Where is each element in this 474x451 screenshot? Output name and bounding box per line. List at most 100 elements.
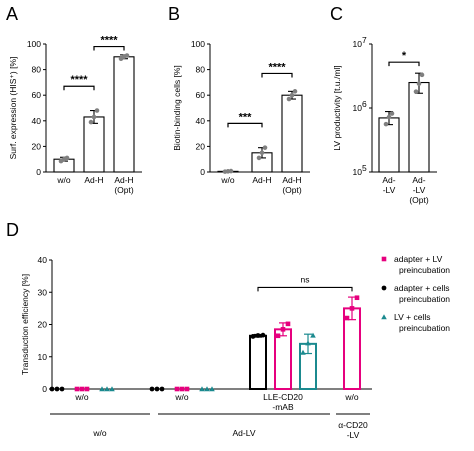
panel-b-significance-label: **** [268,61,286,73]
panel-a-y-tick-label: 40 [32,116,42,126]
panel-c-data-point [383,121,389,127]
panel-a-x-tick-label: Ad-H [84,175,103,185]
panel-a-data-point [88,119,94,125]
panel-a-significance-label: **** [70,74,88,86]
panel-d-data-point [99,386,105,392]
panel-b-significance-bracket [227,122,263,128]
panel-a-y-tick-label: 60 [32,90,42,100]
panel-a-bar [113,56,135,173]
panel-letter-b: B [168,4,180,24]
panel-a-data-point [91,114,97,120]
panel-b-x-tick-label: (Opt) [282,185,302,195]
panel-b-x-tick-label: Ad-H [252,175,271,185]
panel-d-y-tick-label: 0 [42,384,47,394]
panel-a-x-tick-label: Ad-H [114,175,133,185]
panel-c-x-tick-label: Ad- [412,175,425,185]
panel-d-y-tick-label: 20 [38,320,48,330]
panel-c-data-point [419,72,425,78]
panel-d-y-tick-label: 30 [38,287,48,297]
panel-d-data-point [149,386,155,392]
panel-d-bottom-label: w/o [92,428,107,438]
panel-b-y-tick-label: 40 [196,116,206,126]
panel-a-significance-bracket [93,45,125,51]
panel-b-data-point [292,89,298,94]
panel-d-data-point [204,386,210,392]
panel-a-bar [83,116,105,173]
panel-d-data-point [174,386,180,392]
panel-a-y-tick-label: 0 [36,167,41,177]
panel-letter-c: C [330,4,343,24]
panel-c-significance-bracket [388,61,420,67]
panel-d-data-point [154,386,160,392]
panel-c-data-point [389,111,395,116]
panel-c-significance-label: * [402,50,407,62]
panel-c-bar [378,117,400,173]
panel-c-y-tick-exponent: 7 [362,35,367,45]
panel-c-y-tick-label: 10 [353,39,363,49]
panel-d-data-point [59,386,65,392]
panel-d-legend-label: adapter + cells [394,283,450,293]
panel-d-legend-label: LV + cells [394,312,430,322]
panel-d-data-point [349,306,355,311]
panel-a-y-tick-label: 80 [32,65,42,75]
panel-d-data-point [84,386,90,392]
panel-d-significance-label: ns [301,274,310,284]
panel-c-x-tick-label: -LV [413,185,426,195]
panel-d-data-point [354,295,360,301]
panel-d-data-point [209,386,215,392]
panel-b-significance-bracket [261,72,293,78]
panel-d-data-point [285,321,291,327]
panel-c-x-tick-label: -LV [383,185,396,195]
panel-d-data-point [104,386,110,392]
panel-b-data-point [289,92,295,98]
panel-d-group-label: w/o [174,392,189,402]
panel-d-data-point [260,332,266,338]
panel-d-data-point [280,327,286,332]
panel-letter-a: A [6,4,18,24]
panel-b-y-tick-label: 100 [191,39,205,49]
panel-c-y-tick-label: 10 [353,103,363,113]
panel-d-data-point [79,386,85,392]
panel-b-y-tick-label: 0 [200,167,205,177]
panel-d-legend-label: preincubation [399,265,450,275]
panel-c-data-point [386,114,392,120]
panel-a-x-tick-label: (Opt) [114,185,134,195]
panel-c-x-tick-label: (Opt) [409,195,429,205]
panel-c-y-tick-exponent: 6 [362,99,367,109]
panel-c-data-point [416,81,422,86]
panel-d-data-point [54,386,60,392]
panel-b-y-axis-title: Biotin-binding cells [%] [172,65,182,151]
panel-b-x-tick-label: Ad-H [282,175,301,185]
panel-b-bar [281,94,303,173]
panel-a-y-tick-label: 20 [32,141,42,151]
panel-a-significance-bracket [63,85,95,91]
panel-d-data-point [250,334,256,339]
panel-d-data-point [179,386,185,392]
panel-d-group-label: w/o [344,392,359,402]
panel-d-data-point [305,340,311,346]
panel-d-bar [274,328,292,390]
panel-d-data-point [310,332,316,338]
panel-c-data-point [413,89,419,94]
panel-c-bar [408,81,430,173]
panel-c-y-tick-label: 10 [353,167,363,177]
panel-a-significance-label: **** [100,35,118,47]
panel-d-group-label: LLE-CD20 [263,392,303,402]
panel-d-legend-label: preincubation [399,323,450,333]
panel-b-data-point [262,145,268,150]
panel-d-bar [249,334,267,391]
panel-c-y-axis-title: LV productivity [t.u./ml] [332,65,342,150]
panel-b-data-point [259,150,265,156]
panel-d-data-point [300,349,306,355]
panel-b-significance-label: *** [239,111,253,123]
panel-c-x-tick-label: Ad- [382,175,395,185]
panel-d-data-point [275,333,281,339]
panel-d-bottom-label: Ad-LV [233,428,256,438]
panel-a-data-point [124,53,130,58]
panel-d-legend-marker [381,314,387,320]
panel-b-y-tick-label: 80 [196,65,206,75]
panel-d-data-point [49,386,55,392]
panel-d-bottom-label: α-CD20 [338,420,368,430]
panel-d-group-label: -mAB [272,402,294,412]
